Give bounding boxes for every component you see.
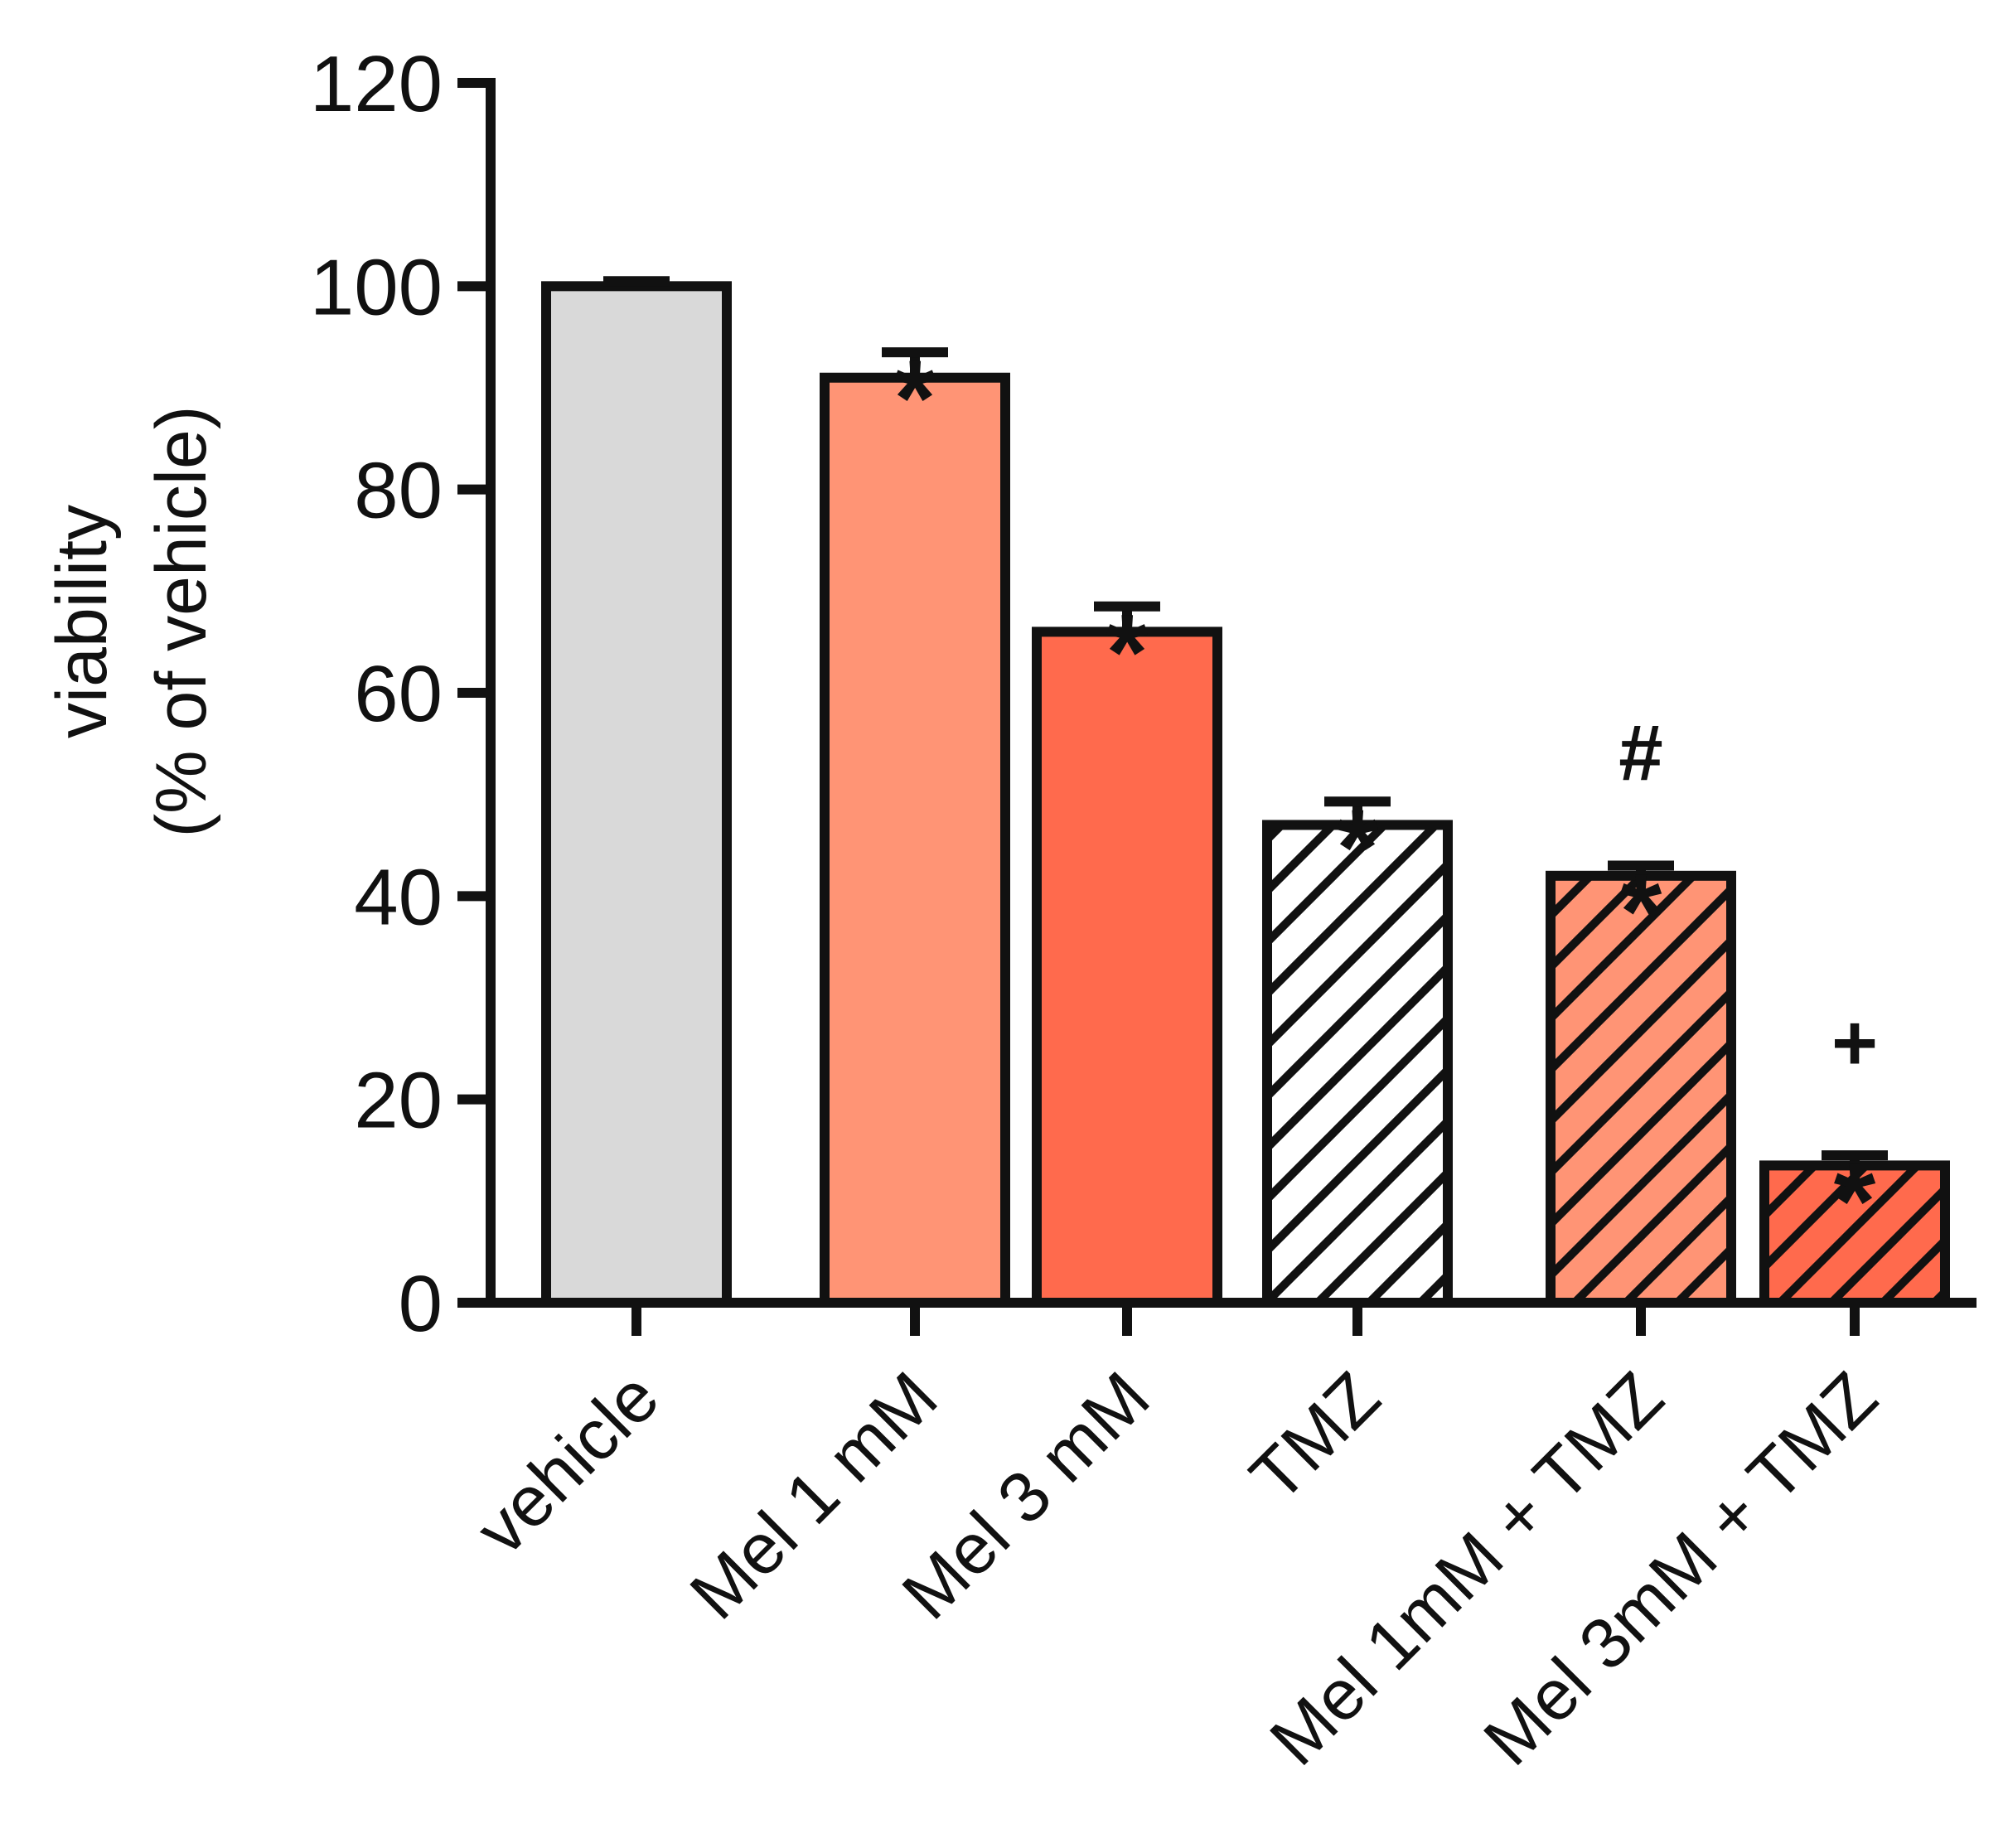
bar-group [820, 347, 1010, 1309]
y-tick-label: 40 [354, 853, 443, 941]
bar-hatch [1267, 825, 1448, 1303]
y-tick-label: 60 [354, 650, 443, 738]
significance-star: * [1620, 851, 1662, 972]
bar-hatch [1764, 1165, 1945, 1303]
significance-marker: + [1831, 999, 1878, 1087]
bar-group [1546, 860, 1736, 1309]
bar [825, 377, 1005, 1303]
bars [541, 276, 1950, 1309]
y-tick-label: 0 [399, 1260, 443, 1348]
significance-annotations: * * * * # * + [894, 337, 1878, 1261]
y-axis-label-line1: viability [42, 505, 122, 738]
significance-star: * [1834, 1140, 1876, 1261]
y-tick-label: 20 [354, 1057, 443, 1145]
y-tick-label: 100 [310, 243, 443, 331]
bar [1037, 631, 1217, 1303]
y-tick-label: 80 [354, 447, 443, 535]
bar-group [1759, 1150, 1950, 1309]
significance-star: * [894, 337, 936, 458]
bar [546, 286, 727, 1303]
x-tick-label: TMZ [1236, 1357, 1396, 1517]
bar-group [1032, 601, 1222, 1308]
bar-group [1262, 796, 1453, 1308]
bar-group [541, 276, 732, 1308]
y-axis-label-line2: (% of vehicle) [142, 406, 221, 838]
x-tick-label: vehicle [461, 1357, 674, 1570]
y-axis-label: viability (% of vehicle) [42, 406, 221, 838]
y-axis: 0 20 40 60 80 100 120 [310, 40, 496, 1348]
significance-star: * [1106, 592, 1149, 713]
significance-star: * [1337, 786, 1379, 907]
significance-marker: # [1618, 709, 1662, 798]
bar-hatch [1551, 875, 1731, 1303]
x-tick-label: Mel 3mM + TMZ [1469, 1357, 1892, 1781]
y-tick-label: 120 [310, 40, 443, 128]
